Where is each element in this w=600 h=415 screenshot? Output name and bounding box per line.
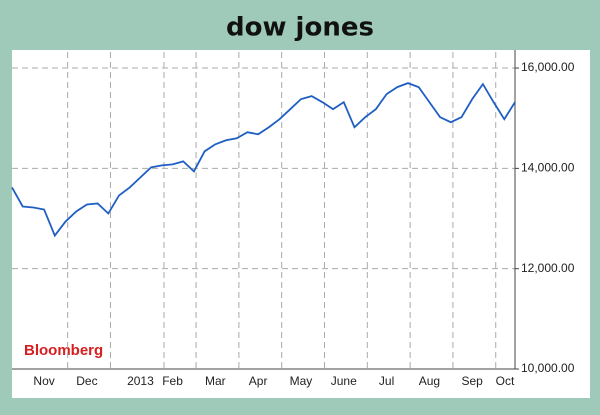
x-tick-label: Jul xyxy=(379,374,394,388)
x-tick-label: June xyxy=(331,374,357,388)
annotation: Bloomberg xyxy=(24,342,103,359)
y-tick-label: 12,000.00 xyxy=(521,261,575,275)
line-series xyxy=(11,82,516,238)
x-tick-label: May xyxy=(290,374,313,388)
x-tick-label: Oct xyxy=(496,374,515,388)
x-tick-label: 2013 xyxy=(127,374,154,388)
y-tick-label: 14,000.00 xyxy=(521,161,575,175)
y-tick-label: 16,000.00 xyxy=(521,60,575,74)
x-tick-label: Nov xyxy=(33,374,54,388)
panel xyxy=(12,50,590,398)
x-tick-label: Mar xyxy=(205,374,226,388)
x-tick-label: Sep xyxy=(462,374,484,388)
x-tick-label: Dec xyxy=(76,374,97,388)
chart-title: dow jones xyxy=(226,13,374,43)
x-tick-label: Apr xyxy=(249,374,268,388)
x-tick-label: Feb xyxy=(162,374,183,388)
y-tick-label: 10,000.00 xyxy=(521,361,575,375)
x-tick-label: Aug xyxy=(419,374,440,388)
